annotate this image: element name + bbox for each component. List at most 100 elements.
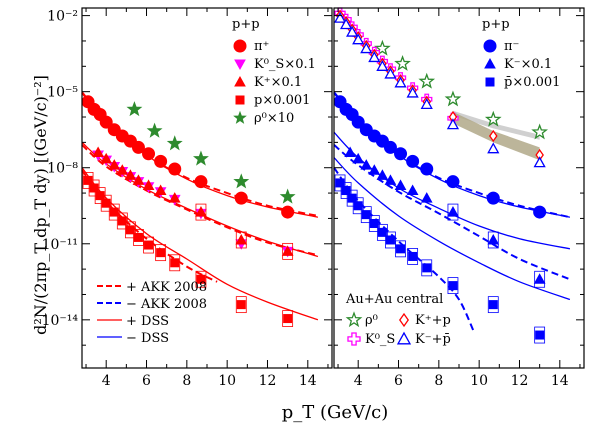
data-point [133,232,143,242]
y-axis-title: d²N/(2πp_T dp_T dy) [(GeV/c)⁻²] [31,75,50,335]
data-point [384,67,397,79]
data-point [352,152,365,164]
data-point [394,179,407,190]
akk-curve [333,144,571,281]
data-point [446,118,460,130]
data-point [352,33,365,45]
data-point [361,210,371,220]
data-point [168,162,182,176]
legend-marker [234,59,246,71]
data-point [396,244,406,254]
legend-entry: ρ⁰ [365,313,378,328]
legend-entry: p×0.001 [254,93,310,108]
x-tick-label: 4 [354,373,363,389]
data-point [406,184,419,196]
data-point [447,206,459,217]
sys-error-box [487,296,499,314]
data-point [283,314,293,324]
sys-error-box [447,203,459,221]
data-point [195,206,207,217]
sys-error-box [155,244,167,262]
data-point [142,147,156,161]
x-tick-label: 12 [259,373,277,389]
sys-error-box [487,231,499,249]
sys-error-box [385,231,396,249]
data-point [154,184,167,196]
sys-error-box [421,259,433,277]
sys-error-box [534,326,546,344]
data-point [488,300,498,310]
data-point [116,164,129,175]
legend-entry: π⁻ [504,39,519,54]
x-tick-label: 8 [434,373,443,389]
data-point [194,175,208,189]
akk-curve [81,144,319,257]
legend-marker [484,57,496,69]
x-tick-label: 8 [182,373,191,389]
data-point [170,258,180,268]
x-tick-label: 6 [142,373,151,389]
data-point [154,154,168,168]
data-point [339,18,353,30]
data-point [486,191,500,205]
legend-entry: p̄×0.001 [504,75,560,90]
y-tick-label: 10⁻² [47,9,78,25]
legend-entry: + DSS [126,314,169,329]
sys-error-box [407,248,419,265]
data-point [531,123,548,140]
data-point [92,146,104,158]
data-point [117,216,127,226]
data-point [383,140,397,154]
sys-error-box [368,215,380,232]
data-point [488,129,498,143]
data-point [487,142,500,154]
data-point [408,251,418,261]
data-point [394,54,411,71]
sys-error-box [395,240,406,258]
data-point [236,300,246,310]
sys-error-box [143,236,154,254]
data-point [101,198,111,208]
y-tick-label: 10⁻¹¹ [42,237,78,253]
x-axis-title: p_T (GeV/c) [282,402,388,423]
data-point [376,59,389,71]
data-point [108,159,121,170]
sys-error-box [235,296,247,314]
data-point [374,39,391,56]
legend-marker [233,39,247,53]
data-point [100,152,113,164]
data-point [448,281,458,291]
sys-error-box [100,194,112,212]
y-tick-label: 10⁻⁵ [47,85,78,101]
data-point [394,76,407,88]
left-legend: p+p π⁺ K⁰_S×0.1 K⁺×0.1 p×0.001 ρ⁰×10 [232,17,316,126]
data-point [235,233,248,245]
data-point [368,51,381,63]
x-tick-label: 10 [218,373,236,389]
legend-marker [485,77,495,87]
sys-error-box [116,212,128,230]
data-point [360,42,373,54]
data-point [360,159,373,170]
legend-marker [483,39,497,53]
data-point [234,191,248,205]
data-point [351,115,365,129]
data-point [99,115,113,129]
legend-marker [345,311,363,328]
data-point [394,147,408,161]
data-point [406,154,420,168]
legend-title: p+p [232,17,260,32]
x-tick-label: 14 [299,373,317,389]
data-point [533,273,546,284]
data-point [535,330,545,340]
data-point [533,205,547,219]
y-tick-label: 10⁻⁸ [47,161,78,177]
auau-legend: Au+Au central ρ⁰ K⁺+p K⁰_S K⁻+p̄ [345,292,451,347]
sys-error-box [282,310,294,327]
legend-marker [347,332,361,346]
data-point [420,192,433,203]
legend-marker [234,75,246,87]
legend-entry: K⁻+p̄ [415,332,451,347]
sys-error-box [169,254,181,272]
